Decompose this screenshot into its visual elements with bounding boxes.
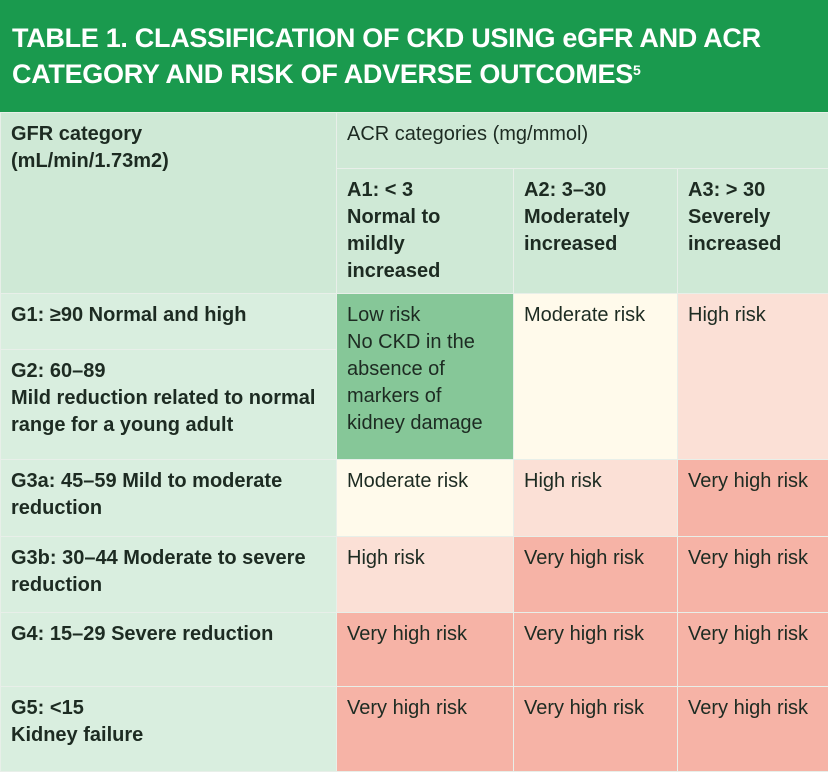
cell-g5-a2: Very high risk	[514, 687, 678, 772]
table-row-g3b: G3b: 30–44 Moderate to severe reduction …	[1, 537, 828, 613]
acr-col-a1-desc: Normal to mildly increased	[347, 204, 503, 285]
table-row-g5: G5: <15 Kidney failure Very high risk Ve…	[1, 687, 828, 772]
acr-col-a2-desc: Moderately increased	[524, 204, 667, 258]
row-label-g5-desc: Kidney failure	[11, 722, 326, 749]
cell-g5-a1: Very high risk	[337, 687, 514, 772]
cell-g12-a2: Moderate risk	[514, 294, 678, 460]
gfr-category-unit: (mL/min/1.73m2)	[11, 148, 326, 175]
acr-col-a3-desc: Severely increased	[688, 204, 818, 258]
row-label-g3b: G3b: 30–44 Moderate to severe reduction	[1, 537, 337, 613]
row-label-g2-code: G2: 60–89	[11, 358, 326, 385]
gfr-category-label: GFR category	[11, 121, 326, 148]
cell-g3a-a2: High risk	[514, 460, 678, 537]
cell-g3b-a2: Very high risk	[514, 537, 678, 613]
acr-col-a3-code: A3: > 30	[688, 177, 818, 204]
cell-g5-a3: Very high risk	[678, 687, 828, 772]
row-label-g1: G1: ≥90 Normal and high	[1, 294, 337, 350]
cell-g4-a1: Very high risk	[337, 613, 514, 687]
cell-g3a-a3: Very high risk	[678, 460, 828, 537]
reference-superscript: 5	[633, 62, 641, 78]
cell-g3b-a1: High risk	[337, 537, 514, 613]
cell-g4-a3: Very high risk	[678, 613, 828, 687]
cell-g4-a2: Very high risk	[514, 613, 678, 687]
acr-categories-header: ACR categories (mg/mmol)	[337, 113, 828, 169]
row-label-g5-code: G5: <15	[11, 695, 326, 722]
table-title-line2: CATEGORY AND RISK OF ADVERSE OUTCOMES5	[12, 56, 816, 92]
acr-col-a2-code: A2: 3–30	[524, 177, 667, 204]
table-title-line1: TABLE 1. CLASSIFICATION OF CKD USING eGF…	[12, 20, 816, 56]
row-label-g2: G2: 60–89 Mild reduction related to norm…	[1, 350, 337, 460]
row-label-g3a: G3a: 45–59 Mild to moderate reduction	[1, 460, 337, 537]
ckd-table-figure: TABLE 1. CLASSIFICATION OF CKD USING eGF…	[0, 0, 828, 747]
table-row-g4: G4: 15–29 Severe reduction Very high ris…	[1, 613, 828, 687]
cell-g3b-a3: Very high risk	[678, 537, 828, 613]
gfr-category-header: GFR category (mL/min/1.73m2)	[1, 113, 337, 294]
cell-g12-a1: Low risk No CKD in the absence of marker…	[337, 294, 514, 460]
cell-g12-a1-note: No CKD in the absence of markers of kidn…	[347, 329, 503, 437]
table-header-row: GFR category (mL/min/1.73m2) ACR categor…	[1, 113, 828, 169]
acr-col-a1-code: A1: < 3	[347, 177, 503, 204]
cell-g3a-a1: Moderate risk	[337, 460, 514, 537]
table-row-g3a: G3a: 45–59 Mild to moderate reduction Mo…	[1, 460, 828, 537]
table-row-g1: G1: ≥90 Normal and high Low risk No CKD …	[1, 294, 828, 350]
acr-col-a1-header: A1: < 3 Normal to mildly increased	[337, 169, 514, 294]
table-title-line2-text: CATEGORY AND RISK OF ADVERSE OUTCOMES	[12, 59, 633, 89]
row-label-g2-desc: Mild reduction related to normal range f…	[11, 385, 326, 439]
cell-g12-a3: High risk	[678, 294, 828, 460]
row-label-g4: G4: 15–29 Severe reduction	[1, 613, 337, 687]
table-title: TABLE 1. CLASSIFICATION OF CKD USING eGF…	[0, 0, 828, 112]
acr-col-a2-header: A2: 3–30 Moderately increased	[514, 169, 678, 294]
ckd-classification-table: GFR category (mL/min/1.73m2) ACR categor…	[0, 112, 828, 772]
cell-g12-a1-risk: Low risk	[347, 302, 503, 329]
acr-col-a3-header: A3: > 30 Severely increased	[678, 169, 828, 294]
row-label-g5: G5: <15 Kidney failure	[1, 687, 337, 772]
